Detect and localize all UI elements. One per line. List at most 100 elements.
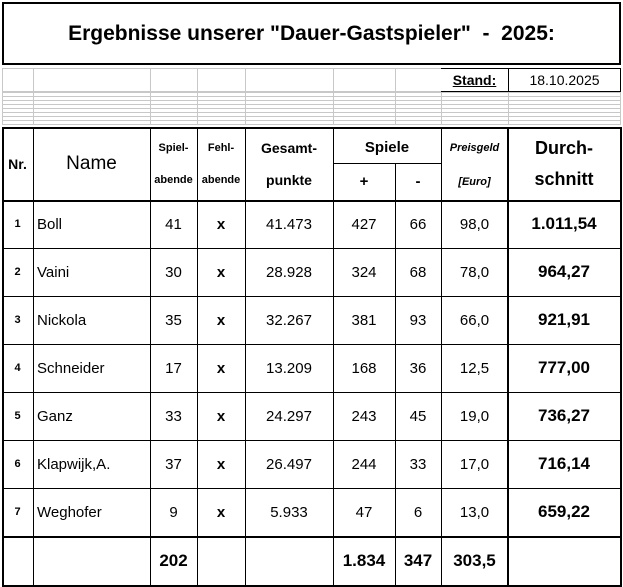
cell: 736,27	[538, 406, 590, 425]
header-durchschnitt: schnitt	[534, 169, 594, 189]
header-preisgeld: Preisgeld	[449, 142, 500, 154]
cell: 7	[14, 506, 21, 518]
cell: 33	[409, 455, 427, 473]
rule	[395, 163, 396, 585]
stand-label: Stand:	[441, 69, 508, 91]
cell: 19,0	[459, 407, 490, 425]
cell: Boll	[37, 215, 63, 233]
header-name: Name	[66, 152, 117, 174]
cell: 324	[351, 263, 377, 281]
rule	[2, 112, 620, 113]
cell: 32.267	[266, 311, 312, 329]
cell: 777,00	[538, 358, 590, 377]
rule	[2, 108, 620, 109]
cell: 66	[409, 215, 427, 233]
rule	[2, 92, 620, 93]
cell: 47	[355, 503, 373, 521]
rule	[2, 91, 620, 92]
header-fehlabende: Fehl-	[207, 142, 235, 154]
cell: 26.497	[266, 455, 312, 473]
cell: 4	[14, 362, 21, 374]
header-plus: +	[359, 173, 369, 190]
cell: 659,22	[538, 502, 590, 521]
cell: Klapwijk,A.	[37, 455, 111, 473]
rule	[2, 200, 620, 202]
rule	[441, 127, 442, 585]
header-gesamtpunkte: Gesamt-	[260, 140, 318, 156]
cell: 5.933	[270, 503, 308, 521]
rule	[333, 163, 441, 164]
header-minus: -	[415, 173, 421, 190]
rule	[33, 127, 34, 585]
cell: 6	[14, 458, 21, 470]
cell: 1	[14, 218, 21, 230]
cell: x	[216, 407, 226, 425]
cell: x	[216, 359, 226, 377]
rule	[507, 127, 509, 585]
header-nr: Nr.	[8, 155, 27, 172]
cell: 964,27	[538, 262, 590, 281]
cell: Nickola	[37, 311, 87, 329]
rule	[197, 127, 198, 585]
cell: 13.209	[266, 359, 312, 377]
cell: 3	[14, 314, 21, 326]
rule	[2, 124, 620, 125]
cell: Ganz	[37, 407, 73, 425]
rule	[2, 392, 620, 393]
rule	[2, 120, 620, 121]
cell: 1.011,54	[531, 214, 597, 233]
cell: 41.473	[266, 215, 312, 233]
cell: 37	[165, 455, 182, 473]
total-plus: 1.834	[342, 550, 386, 570]
cell: x	[216, 215, 226, 233]
rule	[441, 91, 621, 92]
cell: Schneider	[37, 359, 105, 377]
total-minus: 347	[403, 550, 433, 570]
rule	[2, 127, 4, 587]
cell: 78,0	[459, 263, 490, 281]
header-spielabende: Spiel-	[158, 142, 189, 154]
cell: 28.928	[266, 263, 312, 281]
header-durchschnitt: Durch-	[535, 137, 593, 158]
cell: x	[216, 503, 226, 521]
cell: 5	[14, 410, 21, 422]
header-fehlabende: abende	[201, 173, 241, 186]
rule	[150, 68, 151, 125]
rule	[2, 116, 620, 117]
rule	[197, 68, 198, 125]
cell: 9	[169, 503, 178, 521]
rule	[2, 68, 620, 69]
cell: 24.297	[266, 407, 312, 425]
cell: Vaini	[37, 263, 70, 281]
rule	[2, 585, 622, 587]
rule	[245, 127, 246, 585]
cell: 381	[351, 311, 377, 329]
rule	[2, 100, 620, 101]
rule	[395, 68, 396, 125]
rule	[620, 68, 621, 125]
cell: 30	[165, 263, 182, 281]
header-spielabende: abende	[154, 173, 193, 186]
rule	[2, 488, 620, 489]
rule	[620, 127, 622, 587]
cell: 33	[165, 407, 182, 425]
rule	[2, 68, 3, 125]
cell: Weghofer	[37, 503, 102, 521]
rule	[2, 127, 622, 129]
title: Ergebnisse unserer "Dauer-Gastspieler" -…	[2, 2, 621, 65]
rule	[2, 104, 620, 105]
cell: 716,14	[538, 454, 590, 473]
cell: 93	[409, 311, 427, 329]
total-preisgeld: 303,5	[453, 550, 496, 570]
stand-date: 18.10.2025	[509, 69, 620, 91]
cell: 6	[413, 503, 423, 521]
header-spiele: Spiele	[364, 138, 410, 156]
rule	[441, 68, 621, 69]
cell: x	[216, 311, 226, 329]
cell: 168	[351, 359, 377, 377]
rule	[150, 127, 151, 585]
rule	[2, 344, 620, 345]
header-gesamtpunkte: punkte	[266, 171, 312, 188]
cell: x	[216, 455, 226, 473]
